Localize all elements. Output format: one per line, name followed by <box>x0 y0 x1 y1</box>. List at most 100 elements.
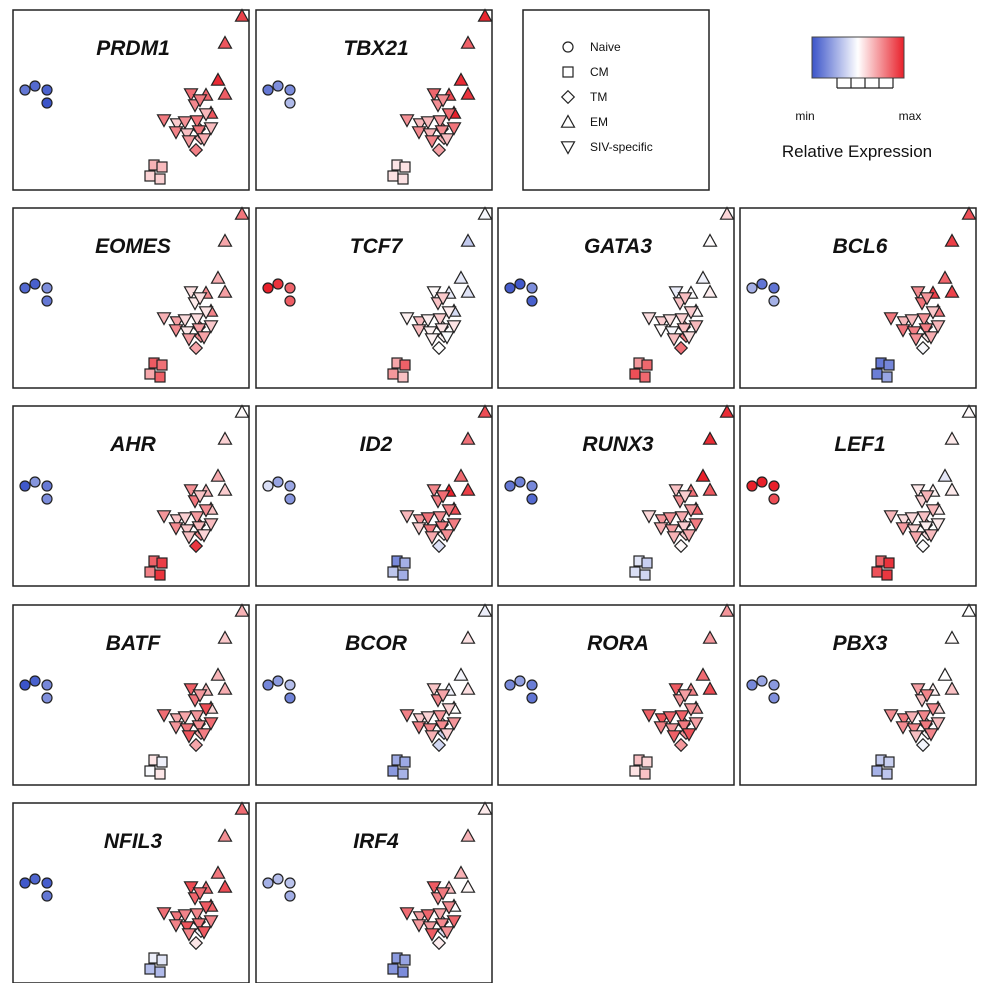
color-scale-max-label: max <box>899 109 922 123</box>
data-point-triangle-down <box>906 524 922 538</box>
data-point-circle <box>262 877 274 889</box>
data-point-triangle-down <box>919 490 935 504</box>
data-point-triangle-down <box>654 713 670 727</box>
data-point-triangle-up <box>210 667 226 681</box>
data-point-triangle-up <box>944 681 960 695</box>
panel-title: AHR <box>109 433 156 456</box>
data-point-triangle-down <box>641 510 657 524</box>
data-point-circle <box>29 278 41 290</box>
data-point-square <box>387 368 399 380</box>
data-point-triangle-up <box>453 865 469 879</box>
data-point-triangle-up <box>234 206 250 220</box>
data-point-circle <box>29 476 41 488</box>
data-point-triangle-up <box>695 667 711 681</box>
data-point-square <box>881 371 893 383</box>
data-point-triangle-down <box>422 128 438 142</box>
data-point-triangle-up <box>217 284 233 298</box>
data-point-circle <box>768 493 780 505</box>
data-point-circle <box>514 476 526 488</box>
data-point-square <box>387 765 399 777</box>
data-point-triangle-down <box>420 711 436 725</box>
data-point-square <box>871 566 883 578</box>
data-point-triangle-up <box>453 72 469 86</box>
data-point-diamond <box>188 935 204 951</box>
data-point-triangle-down <box>181 135 197 149</box>
data-point-triangle-down <box>653 324 669 338</box>
data-point-triangle-down <box>435 689 451 703</box>
data-point-triangle-up <box>210 468 226 482</box>
data-point-circle <box>29 675 41 687</box>
data-point-circle <box>284 282 296 294</box>
data-point-triangle-down <box>908 531 924 545</box>
data-point-triangle-down <box>181 531 197 545</box>
panel-title: RUNX3 <box>582 433 654 456</box>
data-point-triangle-up <box>695 270 711 284</box>
data-point-circle <box>526 493 538 505</box>
data-point-triangle-down <box>683 504 699 518</box>
data-point-square <box>881 768 893 780</box>
data-point-triangle-up <box>217 431 233 445</box>
panel-title: IRF4 <box>353 830 399 853</box>
data-point-circle <box>29 80 41 92</box>
panel-id2: ID2 <box>255 404 493 587</box>
data-point-diamond <box>431 142 447 158</box>
panel-title: RORA <box>587 632 649 655</box>
data-point-circle <box>19 84 31 96</box>
data-point-triangle-up <box>210 270 226 284</box>
data-point-triangle-down <box>192 689 208 703</box>
data-point-triangle-down <box>883 312 899 326</box>
data-point-triangle-down <box>192 887 208 901</box>
data-point-triangle-down <box>930 717 946 731</box>
panel-bcor: BCOR <box>255 603 493 786</box>
panel-title: TBX21 <box>343 37 408 60</box>
data-point-circle <box>284 877 296 889</box>
data-point-square <box>387 963 399 975</box>
data-point-triangle-down <box>925 504 941 518</box>
data-point-triangle-down <box>422 326 438 340</box>
data-point-triangle-down <box>441 703 457 717</box>
data-point-triangle-down <box>420 314 436 328</box>
data-point-diamond <box>673 538 689 554</box>
data-point-triangle-up <box>695 468 711 482</box>
legend-circle-icon <box>562 41 574 53</box>
panel-ahr: AHR <box>12 404 250 587</box>
panel-runx3: RUNX3 <box>497 404 735 587</box>
data-point-triangle-down <box>424 928 440 942</box>
data-point-triangle-up <box>453 270 469 284</box>
data-point-circle <box>262 480 274 492</box>
data-point-triangle-up <box>961 404 977 418</box>
data-point-triangle-down <box>168 721 184 735</box>
panel-title: BCL6 <box>833 235 888 258</box>
data-point-triangle-down <box>919 689 935 703</box>
data-point-circle <box>504 480 516 492</box>
data-point-triangle-down <box>411 324 427 338</box>
data-point-triangle-down <box>203 518 219 532</box>
data-point-triangle-down <box>896 713 912 727</box>
data-point-triangle-up <box>477 603 493 617</box>
data-point-triangle-down <box>168 126 184 140</box>
data-point-circle <box>514 675 526 687</box>
data-point-diamond <box>673 737 689 753</box>
data-point-triangle-down <box>930 320 946 334</box>
data-point-triangle-down <box>916 313 932 327</box>
data-point-triangle-down <box>676 323 692 337</box>
data-point-triangle-up <box>217 681 233 695</box>
data-point-triangle-down <box>688 518 704 532</box>
data-point-circle <box>284 97 296 109</box>
data-point-triangle-down <box>422 921 438 935</box>
data-point-triangle-up <box>234 603 250 617</box>
data-point-triangle-down <box>446 518 462 532</box>
data-point-diamond <box>188 142 204 158</box>
data-point-triangle-down <box>441 901 457 915</box>
data-point-circle <box>262 679 274 691</box>
data-point-square <box>144 765 156 777</box>
data-point-triangle-up <box>719 404 735 418</box>
data-point-triangle-down <box>439 926 455 940</box>
data-point-triangle-up <box>453 667 469 681</box>
data-point-square <box>144 963 156 975</box>
data-point-circle <box>262 84 274 96</box>
data-point-triangle-up <box>460 828 476 842</box>
data-point-triangle-down <box>434 918 450 932</box>
data-point-triangle-up <box>944 431 960 445</box>
